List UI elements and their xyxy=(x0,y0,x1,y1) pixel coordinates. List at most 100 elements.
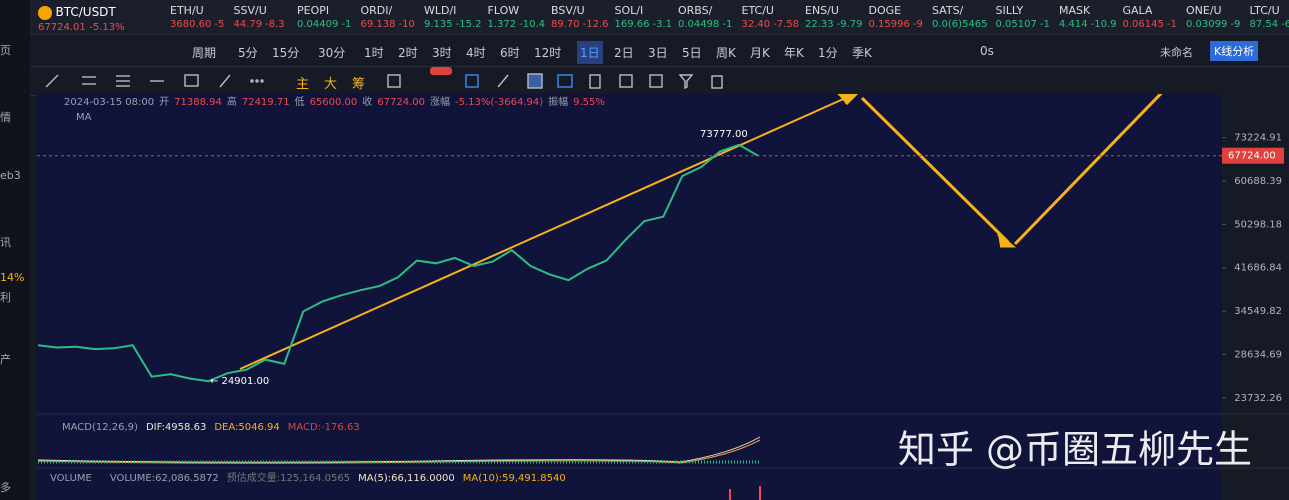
ticker-price: 0.0(6)5465 xyxy=(932,19,988,30)
macd-dea xyxy=(37,439,761,464)
drawing-tools: 主大筹 xyxy=(30,66,1289,96)
ticker-item[interactable]: ONE/U 0.03099 -9 xyxy=(1186,4,1246,31)
interval[interactable]: 季K xyxy=(852,46,872,60)
ticker-item[interactable]: MASK 4.414 -10.9 xyxy=(1059,4,1119,31)
ticker-item[interactable]: ORDI/69.138 -10 xyxy=(361,4,421,31)
ticker-item[interactable]: GALA 0.06145 -1 xyxy=(1123,4,1183,31)
ticker-item[interactable]: SSV/U 44.79 -8.3 xyxy=(234,4,294,31)
interval[interactable]: 年K xyxy=(784,46,804,60)
interval[interactable]: 12时 xyxy=(534,46,562,60)
y-tick-label: 28634.69 xyxy=(1234,349,1282,360)
ticker-change: -10.9 xyxy=(1090,19,1117,30)
sidebar-label: 多 xyxy=(0,481,11,494)
ticker-change: -1 xyxy=(341,19,352,30)
ticker-item[interactable]: PEOPI 0.04409 -1 xyxy=(297,4,357,31)
interval[interactable]: 5日 xyxy=(682,46,702,60)
ticker-price: 0.04409 xyxy=(297,19,339,30)
ticker-item[interactable]: ETH/U 3680.60 -5 xyxy=(170,4,230,31)
ticker-change: -8.3 xyxy=(265,19,285,30)
sidebar-label: 情 xyxy=(0,111,11,124)
interval[interactable]: 2时 xyxy=(398,46,418,60)
price: 67724.01 xyxy=(38,22,86,33)
main-ticker[interactable]: BTC/USDT 67724.01 -5.13% xyxy=(38,6,164,34)
ticker-price: 0.03099 xyxy=(1186,19,1228,30)
interval[interactable]: 2日 xyxy=(614,46,634,60)
interval[interactable]: 月K xyxy=(750,46,770,60)
interval[interactable]: 1分 xyxy=(818,46,838,60)
interval[interactable]: 周K xyxy=(716,46,736,60)
ticker-symbol: FLOW xyxy=(487,4,520,17)
current-price-box xyxy=(1222,147,1284,164)
ticker-change: -7.58 xyxy=(773,19,800,30)
interval[interactable]: 5分 xyxy=(238,46,258,60)
interval[interactable]: 15分 xyxy=(272,46,300,60)
ticker-symbol: SATS/ xyxy=(932,4,964,17)
ticker-symbol: ENS/U xyxy=(805,4,839,17)
interval[interactable]: 3日 xyxy=(648,46,668,60)
y-tick-label: 34549.82 xyxy=(1234,306,1282,317)
y-tick-label: 50298.18 xyxy=(1234,219,1282,230)
ticker-symbol: BSV/U xyxy=(551,4,585,17)
interval[interactable]: 6时 xyxy=(500,46,520,60)
indicator-text: VOLUME:62,086.5872 xyxy=(110,473,219,484)
ticker-symbol: ORDI/ xyxy=(360,4,393,17)
timer: 0s xyxy=(980,44,994,58)
tool-text[interactable]: 主 xyxy=(296,77,310,92)
tool-icons xyxy=(45,67,723,90)
info-text: 72419.71 xyxy=(242,97,290,108)
ticker-symbol: SILLY xyxy=(995,4,1024,17)
macd-dif xyxy=(37,436,761,463)
ticker-symbol: SSV/U xyxy=(233,4,267,17)
sidebar-label: 讯 xyxy=(0,236,11,249)
ticker-item[interactable]: LTC/U 87.54-6.9 xyxy=(1250,4,1289,31)
indicator-text: DEA:5046.94 xyxy=(214,422,279,433)
info-text: 65600.00 xyxy=(310,97,358,108)
ticker-change: -6.9 xyxy=(1281,19,1289,30)
sidebar: 页情 eb3 讯 14% 利产多 xyxy=(0,0,30,500)
ticker-symbol: DOGE xyxy=(868,4,902,17)
analysis-button[interactable]: K线分析 xyxy=(1210,41,1259,61)
ticker-change: -3.1 xyxy=(652,19,673,30)
ticker-item[interactable]: SATS/0.0(6)5465 xyxy=(932,4,992,31)
interval[interactable]: 1时 xyxy=(364,46,384,60)
ticker-item[interactable]: FLOW 1.372 -10.4 xyxy=(488,4,548,31)
interval[interactable]: 30分 xyxy=(318,46,346,60)
ticker-item[interactable]: ETC/U 32.40 -7.58 xyxy=(742,4,802,31)
info-text: 开 xyxy=(159,97,169,108)
period-label[interactable]: 周期 xyxy=(192,46,217,60)
ticker-item[interactable]: WLD/I 9.135 -15.2 xyxy=(424,4,484,31)
ticker-item[interactable]: BSV/U 89.70 -12.6 xyxy=(551,4,611,31)
y-tick-label: 60688.39 xyxy=(1234,176,1282,187)
ticker-item[interactable]: SOL/I 169.66 -3.1 xyxy=(615,4,675,31)
interval[interactable]: 4时 xyxy=(466,46,486,60)
ticker-item[interactable]: DOGE 0.15996 -9 xyxy=(869,4,929,31)
ticker-price: 169.66 xyxy=(614,19,650,30)
ticker-symbol: LTC/U xyxy=(1249,4,1280,17)
info-text: 收 xyxy=(362,95,372,108)
tool-text[interactable]: 筹 xyxy=(352,77,366,92)
info-text: 2024-03-15 08:00 xyxy=(64,97,154,108)
interval[interactable]: 3时 xyxy=(432,46,452,60)
ticker-price: 3680.60 xyxy=(170,19,212,30)
info-text: 71388.94 xyxy=(174,97,222,108)
ticker-item[interactable]: ORBS/0.04498 -1 xyxy=(678,4,738,31)
indicator-text: MACD:-176.63 xyxy=(288,422,360,433)
ticker-bar: BTC/USDT 67724.01 -5.13% ETH/U 3680.60 -5 S… xyxy=(30,0,1289,35)
sidebar-label: eb3 xyxy=(0,169,21,182)
ticker-symbol: GALA xyxy=(1122,4,1153,17)
ticker-price: 0.05107 xyxy=(995,19,1037,30)
tool-text[interactable]: 大 xyxy=(324,77,338,92)
interval[interactable]: 1日 xyxy=(577,41,603,64)
ticker-price: 9.135 xyxy=(424,19,453,30)
ticker-change: -5 xyxy=(214,19,225,30)
indicator-text: MACD(12,26,9) xyxy=(62,422,138,433)
ticker-change: -12.6 xyxy=(582,19,609,30)
ticker-item[interactable]: SILLY 0.05107 -1 xyxy=(996,4,1056,31)
ticker-change: -9.79 xyxy=(836,19,863,30)
indicator-text: DIF:4958.63 xyxy=(146,422,206,433)
info-text: 涨幅 xyxy=(430,95,450,108)
indicator-text: MA(5):66,116.0000 xyxy=(358,473,455,484)
ticker-price: 0.06145 xyxy=(1122,19,1164,30)
ticker-item[interactable]: ENS/U 22.33 -9.79 xyxy=(805,4,865,31)
ticker-price: 1.372 xyxy=(487,19,517,30)
